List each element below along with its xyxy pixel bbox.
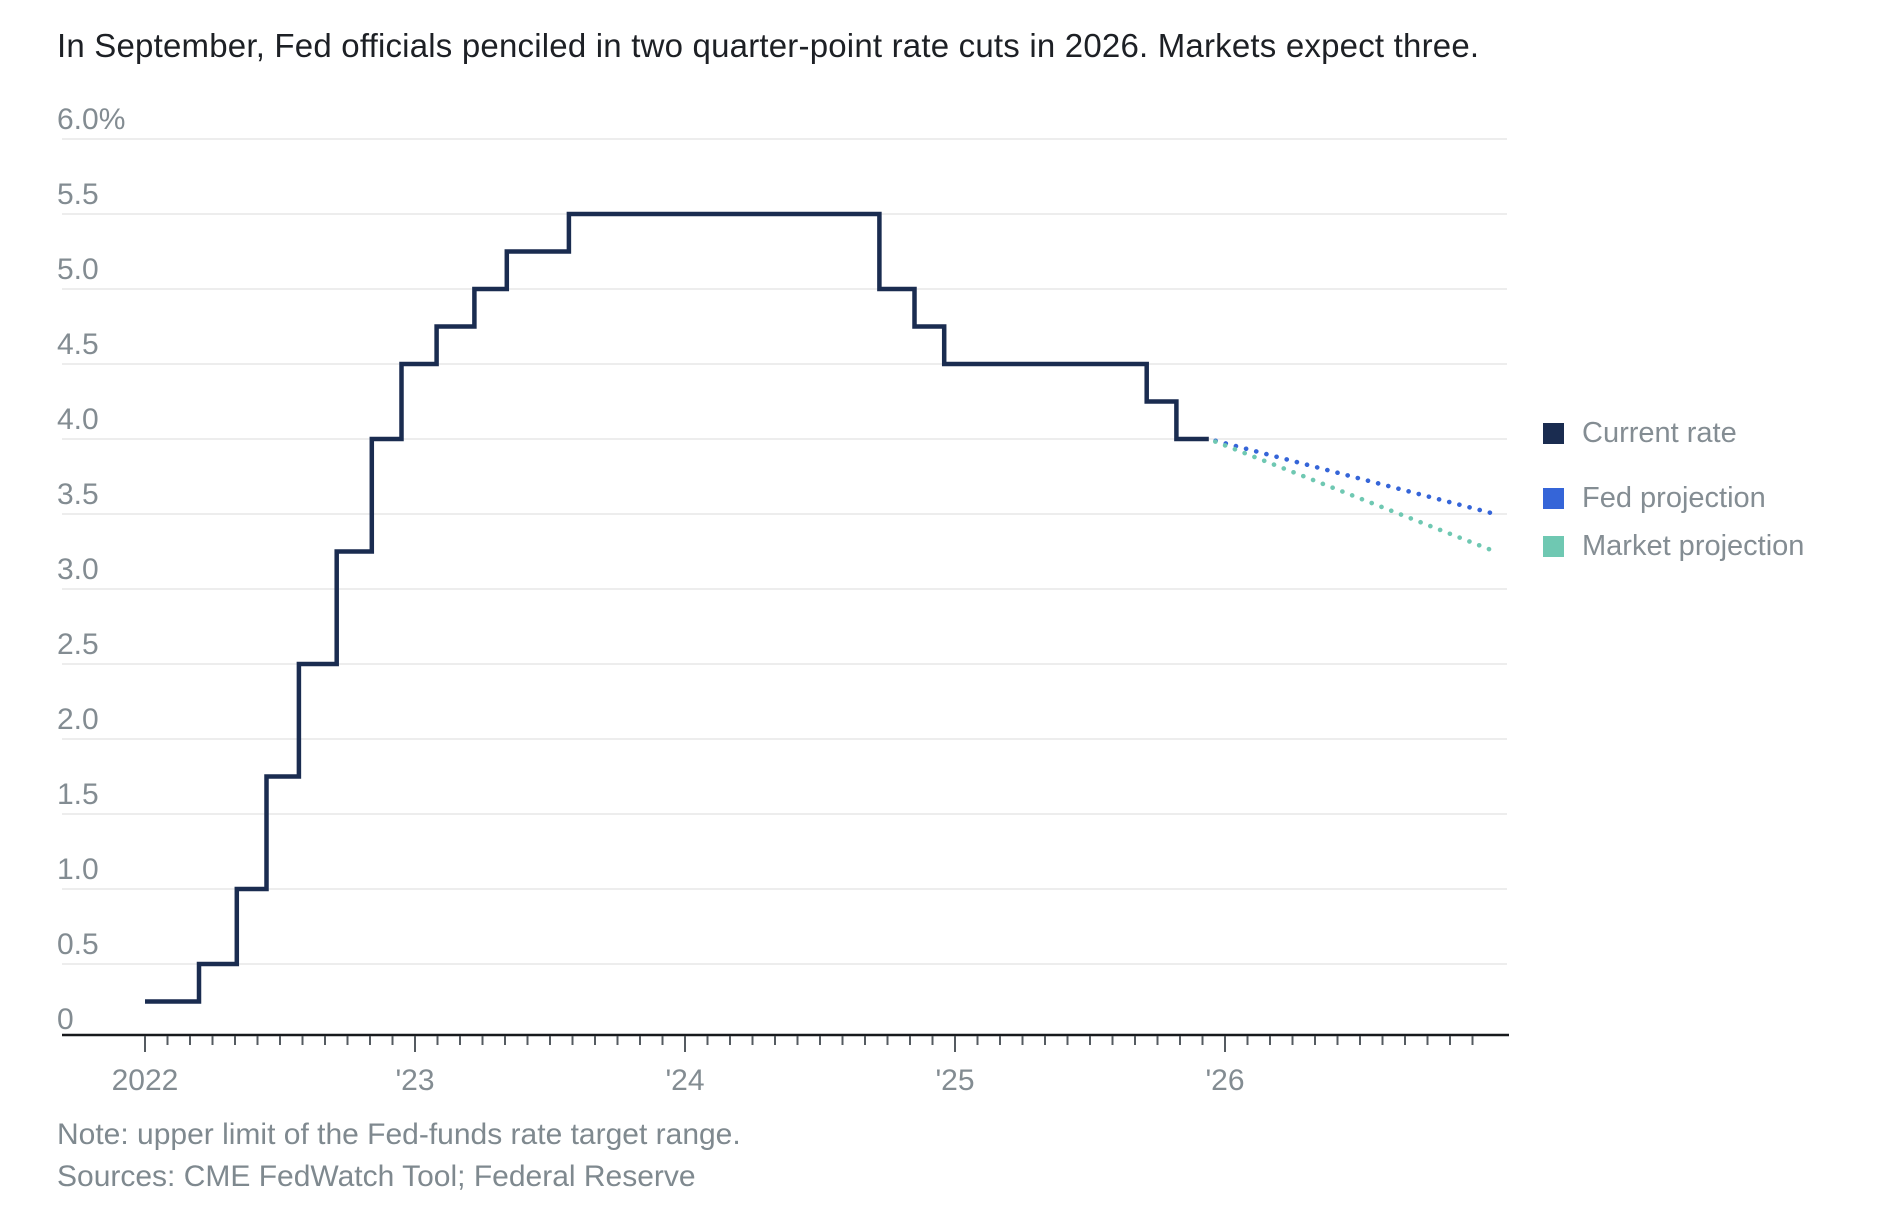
- x-axis-label: '25: [935, 1064, 974, 1097]
- chart-sources: Sources: CME FedWatch Tool; Federal Rese…: [57, 1160, 696, 1193]
- fed-projection-line: [1206, 436, 1498, 517]
- legend-label: Market projection: [1582, 530, 1805, 562]
- x-axis-label: '26: [1205, 1064, 1244, 1097]
- footnotes: Note: upper limit of the Fed-funds rate …: [57, 1114, 741, 1198]
- market-projection-line: [1206, 436, 1498, 554]
- chart-note: Note: upper limit of the Fed-funds rate …: [57, 1118, 741, 1151]
- y-axis-labels: 6.0% 5.5 5.0 4.5 4.0 3.5 3.0 2.5 2.0 1.5 1.0 0.5 0: [57, 103, 125, 1036]
- x-axis-ticks: [144, 1036, 1474, 1052]
- y-axis-label: 0.5: [57, 928, 99, 961]
- x-axis-label: 2022: [112, 1064, 179, 1097]
- market-projection-swatch-icon: [1543, 536, 1564, 557]
- y-axis-label: 6.0%: [57, 103, 125, 136]
- y-axis-label: 1.0: [57, 853, 99, 886]
- y-axis-label: 3.0: [57, 553, 99, 586]
- y-axis-label: 2.5: [57, 628, 99, 661]
- y-axis-label: 5.0: [57, 253, 99, 286]
- current-rate-line: [145, 211, 1209, 1004]
- x-axis-labels: 2022 '23 '24 '25 '26: [112, 1064, 1245, 1097]
- y-axis-label: 0: [57, 1003, 74, 1036]
- gridlines: [62, 138, 1507, 965]
- fed-projection-swatch-icon: [1543, 488, 1564, 509]
- legend-item-fed-projection: Fed projection: [1543, 482, 1766, 515]
- y-axis-label: 2.0: [57, 703, 99, 736]
- x-axis-label: '24: [665, 1064, 704, 1097]
- y-axis-label: 3.5: [57, 478, 99, 511]
- current-rate-swatch-icon: [1543, 423, 1564, 444]
- legend-item-current-rate: Current rate: [1543, 417, 1737, 450]
- y-axis-label: 4.0: [57, 403, 99, 436]
- legend-item-market-projection: Market projection: [1543, 530, 1804, 563]
- x-axis-label: '23: [395, 1064, 434, 1097]
- y-axis-label: 4.5: [57, 328, 99, 361]
- chart-title: In September, Fed officials penciled in …: [57, 27, 1480, 64]
- y-axis-label: 1.5: [57, 778, 99, 811]
- legend-label: Current rate: [1582, 417, 1737, 449]
- legend-label: Fed projection: [1582, 482, 1766, 514]
- y-axis-label: 5.5: [57, 178, 99, 211]
